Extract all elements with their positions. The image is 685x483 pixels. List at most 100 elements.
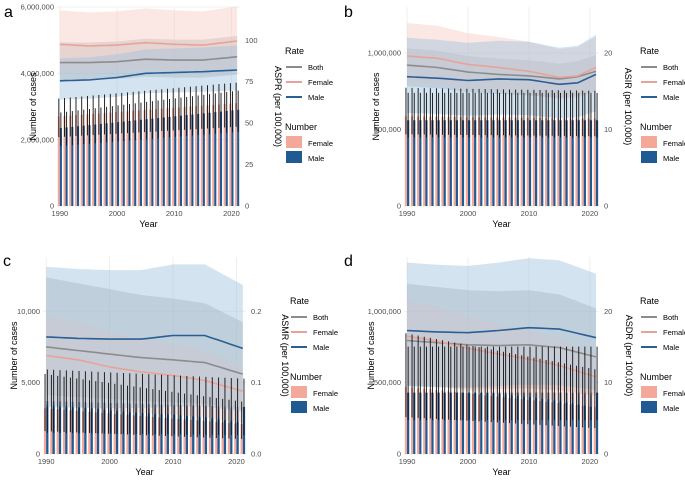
bar-female [447, 391, 450, 454]
bar-male [455, 392, 458, 454]
panel-tag: a [4, 4, 13, 21]
legend-number-swatch [286, 136, 302, 148]
bar-female [484, 117, 487, 206]
y2-tick-label: 0 [245, 202, 249, 211]
legend-rate-title: Rate [640, 296, 659, 306]
bar-female [212, 104, 215, 206]
legend-number-label: Male [308, 154, 324, 163]
bar-female [423, 388, 426, 454]
bar-female [229, 103, 232, 206]
bar-female [514, 398, 517, 454]
bar-male [431, 120, 434, 206]
bar-male [111, 122, 114, 206]
legend-rate-title: Rate [640, 46, 659, 56]
bar-male [71, 126, 74, 206]
bar-female [149, 109, 152, 206]
y-tick-label: 6,000,000 [21, 3, 54, 12]
bar-male [455, 120, 458, 206]
y2-tick-label: 0 [604, 202, 608, 211]
bar-male [425, 120, 428, 206]
bar-male [77, 126, 80, 206]
y-axis-title: Number of cases [366, 321, 376, 390]
x-tick-label: 2020 [582, 457, 599, 466]
y-tick-label: 4,000,000 [21, 69, 54, 78]
x-tick-label: 1990 [52, 209, 69, 218]
bar-female [575, 404, 578, 454]
bar-female [465, 393, 468, 454]
bar-group [404, 386, 599, 454]
bar-male [480, 392, 483, 454]
y2-axis-title: ASIR (per 100,000) [623, 68, 633, 146]
bar-male [225, 110, 228, 206]
bar-female [103, 113, 106, 206]
bar-male [88, 125, 91, 206]
legend-rate-label: Male [663, 343, 679, 352]
bar-male [553, 120, 556, 206]
bar-female [453, 392, 456, 454]
panel-tag: d [344, 253, 353, 270]
panel-c: 0 5,000 10,000 0.0 0.1 0.2 1990 2000 2010 2020 Yea… [3, 253, 338, 477]
bar-female [435, 390, 438, 454]
y-tick-label: 5,000 [21, 378, 40, 387]
bar-female [490, 117, 493, 206]
bar-male [413, 392, 416, 454]
bar-male [589, 120, 593, 206]
bar-female [551, 402, 554, 454]
y-tick-label: 2,000,000 [21, 135, 54, 144]
bar-male [231, 110, 234, 206]
bar-male [202, 113, 205, 206]
legend-number-label: Female [663, 389, 685, 398]
bar-male [214, 112, 217, 206]
rate-group [406, 258, 597, 408]
bar-female [575, 118, 578, 206]
legend-number-title: Number [290, 372, 322, 382]
bar-male [197, 113, 200, 206]
bar-female [557, 403, 560, 454]
bar-male [157, 118, 160, 206]
legend-rate-label: Female [663, 78, 685, 87]
x-tick-label: 2020 [228, 457, 245, 466]
y-tick-label: 0 [397, 202, 401, 211]
bar-female [410, 116, 414, 206]
bar-female [453, 117, 456, 206]
legend-number-title: Number [285, 122, 317, 132]
bar-female [113, 413, 116, 454]
bar-male [419, 120, 422, 206]
bar-female [74, 115, 78, 206]
bar-male [480, 120, 483, 206]
x-tick-label: 2010 [521, 457, 538, 466]
bar-male [467, 120, 471, 206]
bar-female [189, 106, 192, 206]
bar-female [435, 116, 438, 206]
legend-rate-label: Male [313, 343, 329, 352]
y2-tick-label: 75 [245, 77, 253, 86]
bar-female [551, 118, 554, 206]
bar-female [477, 394, 481, 454]
bar-female [200, 105, 203, 206]
bar-male [461, 120, 465, 206]
bar-female [508, 117, 511, 206]
bar-female [404, 386, 408, 454]
bar-male [589, 392, 593, 454]
rate-line-male [406, 326, 597, 339]
bar-male [541, 392, 544, 454]
rate-line-both [59, 56, 238, 64]
y2-tick-label: 20 [604, 49, 612, 58]
bar-female [545, 118, 548, 206]
bar-female [538, 118, 542, 206]
y2-tick-label: 50 [245, 119, 253, 128]
rate-line-female [406, 55, 597, 79]
legend-number-label: Female [663, 139, 685, 148]
y2-tick-label: 0.2 [251, 307, 261, 316]
bar-female [581, 405, 584, 454]
y2-tick-label: 0 [604, 450, 608, 459]
bar-male [185, 115, 188, 206]
bar-male [583, 392, 586, 454]
bar-female [137, 110, 140, 206]
x-axis-title: Year [492, 219, 510, 229]
bar-female [160, 108, 163, 206]
bar-male [419, 392, 422, 454]
rate-line-female [59, 40, 238, 47]
y2-tick-label: 0.1 [251, 378, 261, 387]
bar-female [92, 113, 95, 206]
